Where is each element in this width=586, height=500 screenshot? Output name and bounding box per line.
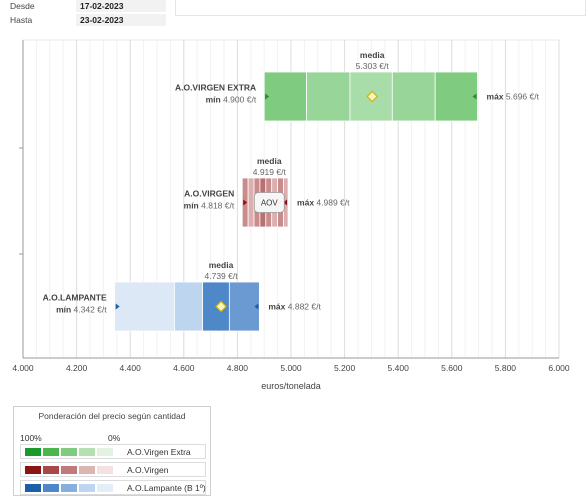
min-value: mín 4.342 €/t	[56, 305, 107, 315]
range-segment	[434, 71, 478, 122]
x-tick-label: 6.000	[548, 363, 570, 373]
x-tick-label: 5.600	[441, 363, 463, 373]
min-value: mín 4.818 €/t	[184, 201, 235, 211]
price-range-chart: 4.000 4.200 4.400 4.600 4.800 5.000 5.200 5.400…	[12, 39, 570, 391]
legend-row-label: A.O.Virgen	[127, 465, 169, 475]
range-segment	[228, 281, 260, 332]
min-amount: 4.342 €/t	[74, 305, 108, 315]
mean-value: 4.739 €/t	[205, 271, 239, 281]
date-to-row: Hasta 23-02-2023	[0, 14, 168, 27]
min-marker	[115, 303, 120, 310]
max-value: máx 5.696 €/t	[487, 92, 540, 102]
legend-row-label: A.O.Lampante (B 1º)	[127, 483, 206, 493]
range-segment	[391, 71, 436, 122]
min-label: mín	[206, 95, 223, 105]
mean-label: media	[209, 260, 234, 270]
range-segment	[114, 281, 175, 332]
max-value: máx 4.882 €/t	[268, 302, 321, 312]
legend-row-virgen-extra: A.O.Virgen Extra	[20, 444, 206, 459]
date-to-value: 23-02-2023	[76, 14, 166, 26]
max-amount: 4.882 €/t	[288, 302, 322, 312]
legend-row-label: A.O.Virgen Extra	[127, 447, 191, 457]
max-marker	[283, 199, 288, 206]
max-amount: 4.989 €/t	[316, 198, 350, 208]
x-tick-label: 5.400	[388, 363, 410, 373]
legend-swatch	[25, 484, 41, 492]
max-value: máx 4.989 €/t	[297, 198, 350, 208]
range-segment	[247, 177, 255, 228]
date-from-row: Desde 17-02-2023	[0, 0, 168, 13]
range-segment	[174, 281, 203, 332]
legend-swatch	[25, 466, 41, 474]
legend-swatch	[61, 466, 77, 474]
min-amount: 4.900 €/t	[223, 95, 257, 105]
legend-swatch	[61, 448, 77, 456]
max-label: máx	[487, 92, 506, 102]
legend-swatch	[97, 484, 113, 492]
legend-swatch	[43, 466, 59, 474]
date-from-value: 17-02-2023	[76, 0, 166, 12]
mean-badge-label: AOV	[261, 199, 279, 208]
mean-marker	[215, 300, 227, 313]
x-axis-label: euros/tonelada	[261, 381, 321, 391]
max-amount: 5.696 €/t	[506, 92, 540, 102]
legend-pct-high: 100%	[20, 433, 42, 443]
legend-swatch	[61, 484, 77, 492]
max-label: máx	[268, 302, 287, 312]
mean-label: media	[257, 156, 282, 166]
x-tick-label: 4.600	[173, 363, 195, 373]
legend-row-lampante: A.O.Lampante (B 1º)	[20, 480, 206, 495]
legend-swatch	[79, 484, 95, 492]
legend-title: Ponderación del precio según cantidad	[38, 411, 186, 421]
date-to-label: Hasta	[10, 15, 33, 25]
legend-swatch	[43, 448, 59, 456]
x-tick-label: 4.000	[12, 363, 34, 373]
legend-swatch	[79, 448, 95, 456]
date-from-label: Desde	[10, 1, 35, 11]
legend-swatch	[25, 448, 41, 456]
min-label: mín	[56, 305, 73, 315]
x-tick-label: 5.200	[334, 363, 356, 373]
legend-swatch	[97, 466, 113, 474]
min-value: mín 4.900 €/t	[206, 95, 257, 105]
x-tick-label: 4.800	[227, 363, 249, 373]
series-name: A.O.LAMPANTE	[43, 293, 107, 303]
mean-value: 5.303 €/t	[356, 61, 390, 71]
mean-marker	[366, 90, 379, 103]
mean-label: media	[360, 50, 385, 60]
range-segment	[306, 71, 351, 122]
mean-value: 4.919 €/t	[253, 167, 287, 177]
legend-swatch	[97, 448, 113, 456]
min-marker	[265, 93, 270, 100]
x-tick-label: 4.400	[120, 363, 142, 373]
max-label: máx	[297, 198, 316, 208]
x-tick-label: 4.200	[66, 363, 88, 373]
date-range-panel: Desde 17-02-2023 Hasta 23-02-2023	[0, 0, 168, 28]
legend-swatch	[43, 484, 59, 492]
min-label: mín	[184, 201, 201, 211]
mean-badge	[253, 192, 285, 213]
range-segment	[263, 71, 307, 122]
series-name: A.O.VIRGEN	[184, 189, 234, 199]
series-name: A.O.VIRGEN EXTRA	[175, 83, 256, 93]
x-tick-label: 5.000	[280, 363, 302, 373]
x-tick-label: 5.800	[495, 363, 517, 373]
legend-panel: Ponderación del precio según cantidad 10…	[13, 406, 211, 496]
legend-row-virgen: A.O.Virgen	[20, 462, 206, 477]
legend-pct-low: 0%	[108, 433, 121, 443]
min-amount: 4.818 €/t	[201, 201, 235, 211]
min-marker	[243, 199, 248, 206]
legend-swatch	[79, 466, 95, 474]
max-marker	[472, 93, 477, 100]
max-marker	[254, 303, 259, 310]
